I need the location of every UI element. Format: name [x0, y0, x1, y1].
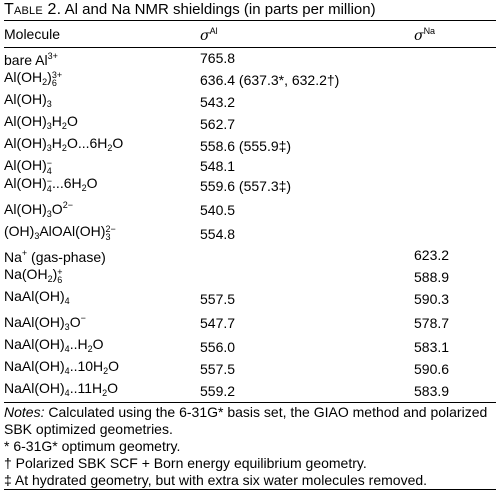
header-rule [4, 47, 496, 48]
table-row: NaAl(OH)4..10H2O 557.5 590.6 [4, 358, 496, 380]
na-shielding-cell: 590.6 [414, 360, 450, 377]
al-shielding-cell: 543.2 [200, 93, 236, 110]
molecule-cell: NaAl(OH)3O− [4, 313, 86, 332]
molecule-cell: Al(OH)3 [4, 91, 52, 109]
footnote: ‡ At hydrated geometry, but with extra s… [4, 472, 428, 488]
table-row: Al(OH)3H2O 562.7 [4, 113, 496, 135]
table-row: NaAl(OH)3O− 547.7 578.7 [4, 310, 496, 336]
footnote: † Polarized SBK SCF + Born energy equili… [4, 455, 367, 471]
table-row: Na+ (gas-phase) 623.2 [4, 245, 496, 266]
molecule-cell: NaAl(OH)4..11H2O [4, 380, 119, 398]
footnote: * 6-31G* optimum geometry. [4, 438, 181, 454]
table-row: NaAl(OH)4 557.5 590.3 [4, 288, 496, 310]
table-row: Al(OH) −4 ...6H2O 559.6 (557.3‡) [4, 175, 496, 197]
header-row: Molecule σAl σNa [4, 21, 496, 47]
al-shielding-cell [200, 266, 414, 288]
al-shielding-cell: 557.5 [200, 290, 236, 307]
molecule-cell: NaAl(OH)4 [4, 288, 70, 306]
al-shielding-cell: 548.1 [200, 157, 236, 174]
na-shielding-cell [414, 48, 496, 69]
molecule-cell: Na+ (gas-phase) [4, 248, 106, 265]
molecule-cell: NaAl(OH)4..10H2O [4, 358, 120, 376]
na-shielding-cell [414, 69, 496, 91]
notes-paragraph: Notes: Calculated using the 6-31G* basis… [4, 404, 496, 438]
molecule-cell: bare Al3+ [4, 51, 58, 68]
notes-label: Notes: [4, 404, 45, 420]
table-row: Al(OH)3 543.2 [4, 91, 496, 113]
table-notes: Notes: Calculated using the 6-31G* basis… [4, 403, 496, 489]
bottom-rule [4, 402, 496, 403]
table-row: Al(OH2) 3+ 6 636.4 (637.3*, 632.2†) [4, 69, 496, 91]
table-row: Al(OH)3O2− 540.5 [4, 197, 496, 223]
table-row: Na(OH2) +6 588.9 [4, 266, 496, 288]
na-shielding-cell: 578.7 [414, 314, 450, 331]
table-row: (OH)3AlOAl(OH) 2− 3 554.8 [4, 223, 496, 245]
molecule-cell: (OH)3AlOAl(OH) 2− 3 [4, 223, 116, 242]
table-row: Al(OH)3H2O...6H2O 558.6 (555.9‡) [4, 135, 496, 157]
na-shielding-cell [414, 175, 496, 197]
al-shielding-cell: 557.5 [200, 360, 236, 377]
al-shielding-cell: 554.8 [200, 225, 236, 242]
caption-text: Al and Na NMR shieldings (in parts per m… [64, 1, 376, 18]
na-shielding-cell: 588.9 [414, 268, 450, 285]
header-molecule: Molecule [4, 25, 61, 42]
al-shielding-cell: 547.7 [200, 314, 236, 331]
na-shielding-cell: 583.9 [414, 382, 450, 399]
molecule-cell: Al(OH2) 3+ 6 [4, 69, 63, 88]
al-shielding-cell: 540.5 [200, 201, 236, 218]
notes-text: Calculated using the 6-31G* basis set, t… [4, 404, 488, 437]
al-shielding-cell: 636.4 (637.3*, 632.2†) [200, 71, 340, 88]
na-shielding-cell: 583.1 [414, 338, 450, 355]
molecule-cell: NaAl(OH)4..H2O [4, 336, 104, 354]
al-shielding-cell: 765.8 [200, 50, 236, 66]
na-shielding-cell [414, 113, 496, 135]
molecule-cell: Al(OH)3H2O [4, 113, 78, 131]
table-row: bare Al3+ 765.8 [4, 48, 496, 69]
na-shielding-cell [414, 223, 496, 245]
header-sigma-al: σAl [200, 26, 218, 44]
al-shielding-cell: 559.2 [200, 382, 236, 399]
molecule-cell: Na(OH2) +6 [4, 266, 63, 285]
al-shielding-cell: 556.0 [200, 338, 236, 355]
na-shielding-cell [414, 157, 496, 175]
nmr-table: Molecule σAl σNa bare Al3+ 765.8 Al(OH2)… [4, 21, 496, 402]
header-sigma-na: σNa [414, 26, 436, 44]
al-shielding-cell [200, 245, 414, 266]
table-caption: Table 2. Al and Na NMR shieldings (in pa… [4, 0, 496, 20]
molecule-cell: Al(OH) −4 ...6H2O [4, 175, 98, 194]
table-row: NaAl(OH)4..H2O 556.0 583.1 [4, 336, 496, 358]
na-shielding-cell [414, 135, 496, 157]
al-shielding-cell: 562.7 [200, 115, 236, 132]
molecule-cell: Al(OH) −4 [4, 157, 53, 176]
caption-label: Table 2. [4, 1, 62, 18]
al-shielding-cell: 558.6 (555.9‡) [200, 137, 292, 154]
table-figure: Table 2. Al and Na NMR shieldings (in pa… [4, 0, 496, 490]
table-row: NaAl(OH)4..11H2O 559.2 583.9 [4, 380, 496, 402]
na-shielding-cell [414, 91, 496, 113]
top-rule [4, 20, 496, 21]
molecule-cell: Al(OH)3O2− [4, 200, 73, 219]
na-shielding-cell: 590.3 [414, 290, 450, 307]
na-shielding-cell [414, 197, 496, 223]
table-row: Al(OH) −4 548.1 [4, 157, 496, 176]
na-shielding-cell: 623.2 [414, 247, 450, 263]
molecule-cell: Al(OH)3H2O...6H2O [4, 135, 124, 153]
al-shielding-cell: 559.6 (557.3‡) [200, 177, 292, 194]
